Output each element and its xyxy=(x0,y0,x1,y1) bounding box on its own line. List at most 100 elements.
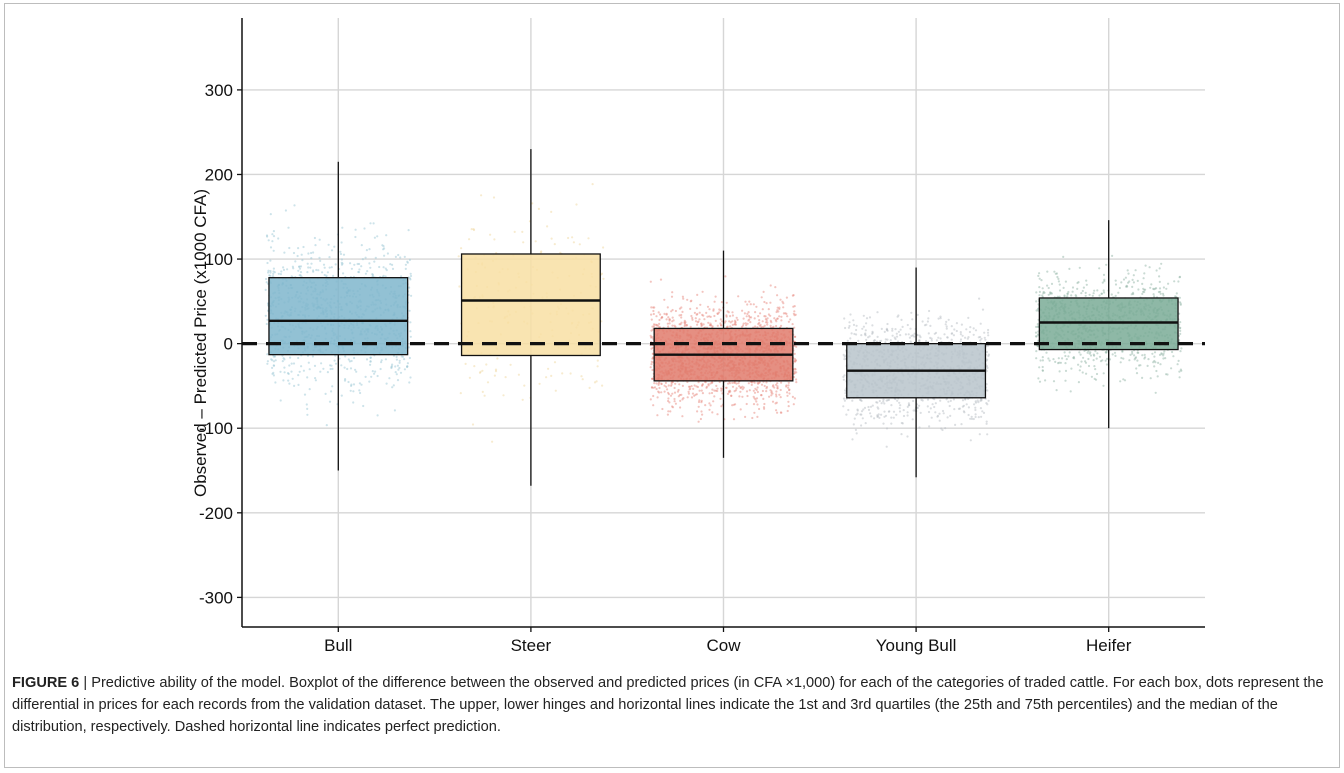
data-point xyxy=(1094,378,1098,381)
data-point xyxy=(1035,325,1038,328)
data-point xyxy=(775,395,778,398)
data-point xyxy=(765,381,768,384)
data-point xyxy=(945,325,948,328)
data-point xyxy=(927,317,930,320)
data-point xyxy=(788,389,791,392)
data-point xyxy=(1091,294,1094,297)
data-point xyxy=(895,413,898,416)
data-point xyxy=(665,318,668,321)
data-point xyxy=(731,314,735,317)
data-point xyxy=(906,323,909,327)
data-point xyxy=(531,202,534,205)
data-point xyxy=(776,382,779,385)
data-point xyxy=(855,324,858,327)
data-point xyxy=(571,236,574,239)
data-point xyxy=(926,398,930,401)
data-point xyxy=(974,401,978,404)
data-point xyxy=(1102,372,1105,375)
data-point xyxy=(657,311,660,314)
data-point xyxy=(681,384,685,387)
data-point xyxy=(470,228,473,231)
data-point xyxy=(856,409,859,412)
data-point xyxy=(714,295,717,298)
data-point xyxy=(325,274,328,277)
data-point xyxy=(300,365,303,368)
data-point xyxy=(980,337,983,340)
data-point xyxy=(569,372,572,375)
data-point xyxy=(896,399,899,402)
data-point xyxy=(538,382,541,385)
data-point xyxy=(314,379,317,382)
data-point xyxy=(731,385,735,388)
data-point xyxy=(744,300,747,303)
data-point xyxy=(596,359,599,362)
data-point xyxy=(906,435,909,438)
data-point xyxy=(681,398,684,401)
data-point xyxy=(652,394,655,398)
data-point xyxy=(795,378,798,381)
data-point xyxy=(292,251,296,255)
data-point xyxy=(655,315,658,318)
data-point xyxy=(787,384,790,387)
data-point xyxy=(310,262,313,265)
data-point xyxy=(283,366,286,369)
data-point xyxy=(762,290,765,293)
data-point xyxy=(353,263,356,266)
data-point xyxy=(898,401,901,404)
data-point xyxy=(944,427,947,430)
data-point xyxy=(521,230,524,233)
data-point xyxy=(775,401,778,404)
data-point xyxy=(741,324,745,327)
data-point xyxy=(910,311,913,314)
data-point xyxy=(361,258,364,261)
data-point xyxy=(330,249,334,252)
data-point xyxy=(390,365,393,368)
data-point xyxy=(314,244,317,247)
data-point xyxy=(918,334,921,337)
data-point xyxy=(902,414,906,418)
data-point xyxy=(664,381,668,384)
data-point xyxy=(339,252,343,256)
data-point xyxy=(651,377,654,380)
data-point xyxy=(712,400,715,403)
data-point xyxy=(729,325,732,328)
data-point xyxy=(328,256,331,259)
data-point xyxy=(961,399,965,402)
data-point xyxy=(891,334,894,337)
data-point xyxy=(878,399,881,403)
data-point xyxy=(747,311,750,314)
data-point xyxy=(537,207,541,210)
data-point xyxy=(979,335,982,339)
data-point xyxy=(671,324,674,327)
data-point xyxy=(902,409,905,412)
data-point xyxy=(886,338,889,341)
data-point xyxy=(986,433,989,436)
data-point xyxy=(655,387,658,391)
data-point xyxy=(720,405,723,408)
data-point xyxy=(306,376,309,379)
data-point xyxy=(650,363,653,366)
data-point xyxy=(987,328,990,332)
data-point xyxy=(318,238,321,241)
data-point xyxy=(935,339,939,342)
data-point xyxy=(667,393,671,396)
data-point xyxy=(948,404,951,408)
data-point xyxy=(691,316,694,320)
data-point xyxy=(1038,366,1041,369)
data-point xyxy=(332,274,335,277)
data-point xyxy=(1150,283,1153,286)
data-point xyxy=(265,234,269,237)
data-point xyxy=(756,403,759,406)
data-point xyxy=(690,314,693,318)
data-point xyxy=(756,386,759,389)
data-point xyxy=(274,359,277,362)
data-point xyxy=(269,246,273,249)
data-point xyxy=(983,331,986,334)
data-point xyxy=(683,319,686,322)
data-point xyxy=(284,209,287,212)
data-point xyxy=(756,326,759,329)
data-point xyxy=(1120,356,1123,360)
data-point xyxy=(978,297,981,300)
data-point xyxy=(1141,354,1144,357)
data-point xyxy=(319,259,322,262)
